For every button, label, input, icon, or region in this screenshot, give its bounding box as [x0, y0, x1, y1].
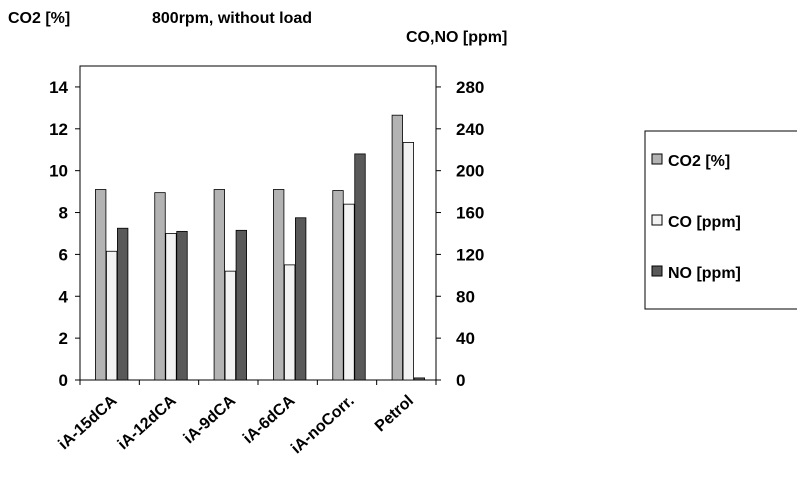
category-label: iA-6dCA	[240, 392, 299, 447]
left-axis-title: CO2 [%]	[8, 10, 70, 27]
right-tick-label: 200	[456, 162, 484, 181]
axes-group: 0 2 4 6 8 10 12 14 0 40 80 120 160 200 240 280	[49, 78, 484, 390]
bar-no-3	[295, 217, 307, 381]
left-tick-label: 0	[59, 371, 68, 390]
bar-no-0	[117, 227, 129, 381]
category-label: iA-noCorr.	[288, 392, 358, 457]
category-label: iA-9dCA	[181, 392, 240, 447]
legend: CO2 [%] CO [ppm] NO [ppm]	[644, 130, 797, 310]
bar-co2-1	[154, 192, 166, 381]
right-tick-label: 280	[456, 78, 484, 97]
chart-title: 800rpm, without load	[152, 10, 312, 27]
bar-co2-3	[273, 189, 285, 381]
bar-no-2	[235, 229, 247, 381]
legend-label-co: CO [ppm]	[668, 214, 741, 231]
legend-swatch-co2	[651, 153, 663, 165]
left-tick-label: 12	[49, 120, 68, 139]
right-tick-label: 0	[456, 371, 465, 390]
bar-co-4	[343, 203, 355, 381]
right-tick-label: 120	[456, 245, 484, 264]
plot-area	[79, 65, 437, 381]
legend-swatch-co	[651, 214, 663, 226]
category-label: Petrol	[372, 392, 417, 435]
right-axis-title: CO,NO [ppm]	[406, 29, 507, 46]
bar-co2-0	[95, 189, 107, 381]
bar-co-2	[224, 270, 236, 381]
bar-co2-4	[332, 190, 344, 381]
left-tick-label: 14	[49, 78, 68, 97]
right-tick-label: 160	[456, 204, 484, 223]
legend-label-no: NO [ppm]	[668, 265, 741, 282]
bar-no-1	[176, 230, 188, 381]
left-tick-label: 4	[59, 287, 69, 306]
bar-no-5	[413, 377, 425, 381]
legend-label-co2: CO2 [%]	[668, 153, 730, 170]
legend-box	[644, 130, 797, 310]
left-tick-label: 8	[59, 204, 68, 223]
legend-swatch-no	[651, 265, 663, 277]
bar-no-4	[354, 153, 366, 381]
right-tick-label: 80	[456, 287, 475, 306]
right-tick-label: 240	[456, 120, 484, 139]
left-tick-label: 10	[49, 162, 68, 181]
bar-co-3	[284, 264, 296, 381]
bars-group	[95, 114, 425, 381]
category-label: iA-15dCA	[55, 392, 120, 453]
bar-co-1	[165, 233, 177, 381]
left-tick-label: 2	[59, 329, 68, 348]
bar-co-5	[402, 142, 414, 381]
left-tick-label: 6	[59, 245, 68, 264]
bar-co-0	[106, 250, 118, 381]
category-label: iA-12dCA	[115, 392, 180, 453]
bar-co2-2	[213, 189, 225, 381]
bar-co2-5	[391, 114, 403, 381]
right-tick-label: 40	[456, 329, 475, 348]
